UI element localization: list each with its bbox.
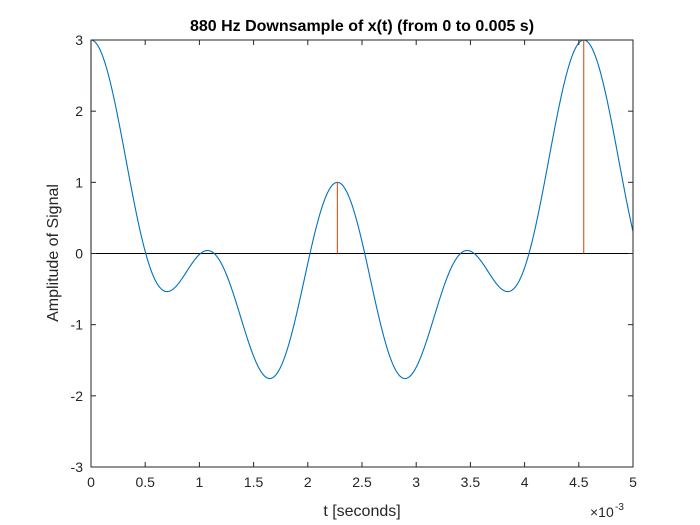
x-tick-label: 1.5 [244, 474, 264, 490]
y-tick-label: 3 [75, 32, 83, 48]
chart-title: 880 Hz Downsample of x(t) (from 0 to 0.0… [190, 18, 534, 35]
x-tick-label: 5 [629, 474, 637, 490]
x-axis-exponent-power: -3 [615, 502, 624, 513]
y-tick-label: -3 [71, 459, 84, 475]
y-axis-label: Amplitude of Signal [45, 184, 62, 322]
y-tick-label: 2 [75, 103, 83, 119]
x-tick-label: 3.5 [461, 474, 481, 490]
y-tick-label: -2 [71, 388, 84, 404]
signal-line [90, 39, 634, 380]
y-tick-label: 1 [75, 174, 83, 190]
x-tick-label: 1 [196, 474, 204, 490]
y-tick-label: 0 [75, 246, 83, 262]
x-tick-label: 0 [87, 474, 95, 490]
x-tick-label: 2 [304, 474, 312, 490]
x-axis-label: t [seconds] [323, 503, 400, 520]
x-tick-label: 2.5 [352, 474, 372, 490]
y-tick-label: -1 [71, 317, 84, 333]
x-axis-exponent-base: ×10 [590, 504, 614, 520]
x-tick-label: 0.5 [135, 474, 155, 490]
x-tick-label: 3 [412, 474, 420, 490]
x-tick-label: 4 [521, 474, 529, 490]
x-tick-label: 4.5 [569, 474, 589, 490]
axes-layer: 0 0.5 1 1.5 2 2.5 3 3.5 4 4.5 5 -3 -2 -1 0 1 2 3 [71, 32, 638, 490]
